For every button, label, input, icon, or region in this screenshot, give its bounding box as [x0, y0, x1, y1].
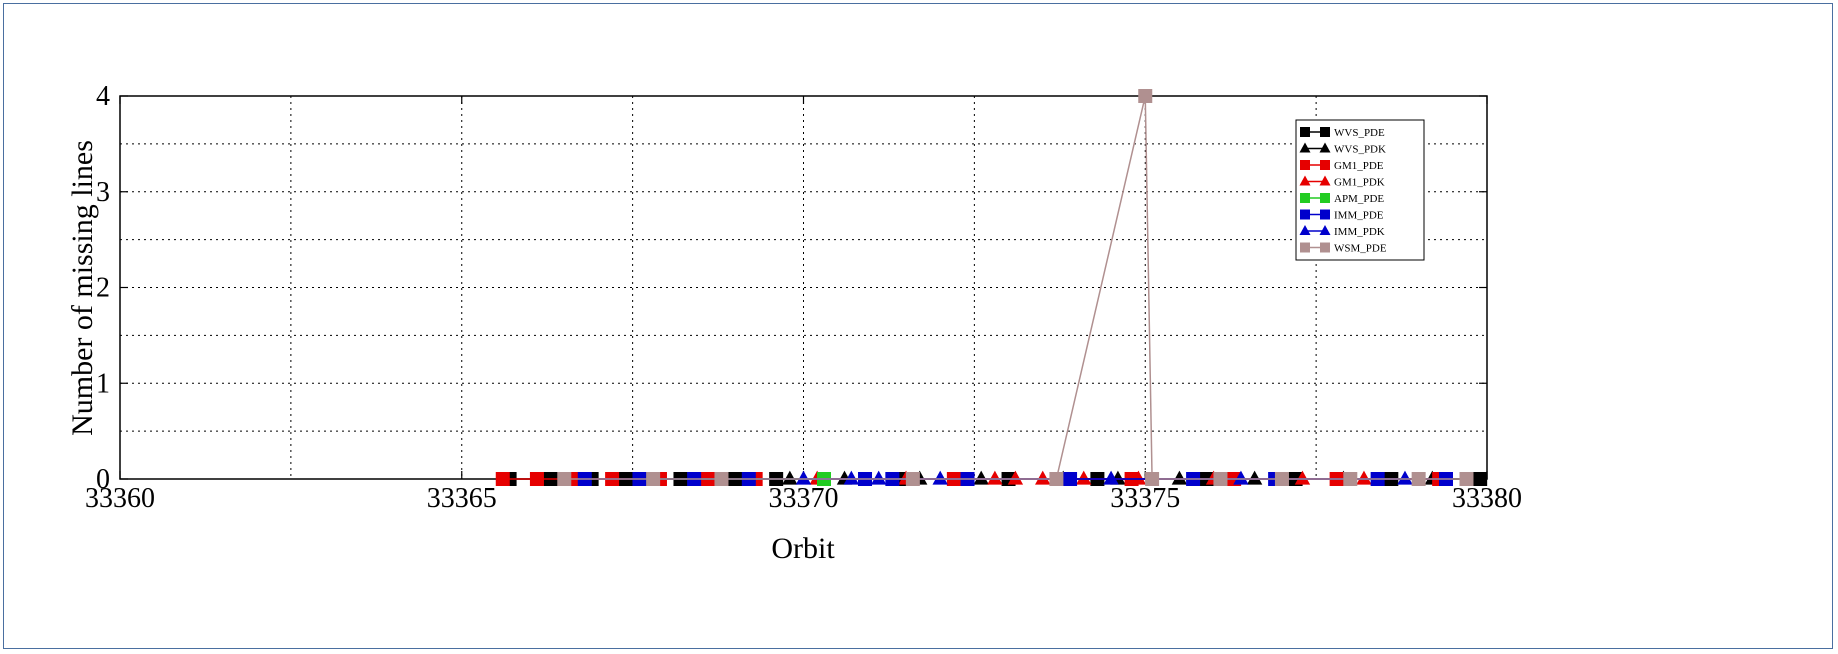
legend-marker	[1320, 127, 1330, 137]
data-point-gm1-pdk	[1007, 470, 1024, 485]
legend-marker	[1319, 225, 1331, 235]
legend-item-wvs-pde: WVS_PDE	[1300, 127, 1385, 139]
data-point-imm-pdk	[1397, 470, 1413, 485]
legend-marker	[1319, 142, 1331, 153]
legend-label: WSM_PDE	[1334, 243, 1387, 255]
y-tick-label: 3	[96, 177, 110, 208]
y-tick-label: 0	[96, 464, 110, 495]
data-point-wsm-pde	[1459, 472, 1474, 486]
data-point-gm1-pdk	[1294, 470, 1311, 485]
legend-item-gm1-pde: GM1_PDE	[1300, 160, 1384, 172]
data-point-gm1-pdk	[987, 470, 1003, 485]
legend: WVS_PDE WVS_PDK GM1_PDE GM1_PDK APM_PDE IMM_P…	[1295, 119, 1425, 261]
legend-marker	[1299, 175, 1311, 186]
x-tick-label: 33365	[427, 483, 497, 514]
data-point-wsm-pde	[646, 472, 661, 486]
legend-marker	[1320, 193, 1330, 203]
tick-labels: 33360 33365 33370 33375 33380 0 1 2 3 4	[85, 81, 1522, 514]
data-point-wsm-pde	[1213, 472, 1228, 486]
data-point-wsm-pde	[1049, 472, 1064, 486]
data-point-wvs-pdk	[973, 470, 989, 485]
data-point-wsm-pde	[557, 472, 572, 486]
data-point-wsm-pde	[1343, 472, 1358, 486]
legend-marker	[1300, 193, 1310, 203]
y-axis-label: Number of missing lines	[66, 140, 99, 436]
data-point-wsm-pde	[1411, 472, 1426, 486]
legend-marker	[1300, 160, 1310, 170]
data-point-wsm-pde	[905, 472, 920, 486]
legend-marker	[1320, 209, 1330, 220]
legend-marker	[1319, 175, 1331, 186]
data-point-gm1-pdk	[1356, 470, 1372, 485]
data-point-gm1-pdk	[1076, 470, 1092, 485]
data-point-wvs-pdk	[782, 470, 798, 485]
x-tick-label: 33375	[1110, 483, 1180, 514]
legend-marker	[1300, 127, 1310, 137]
series-layer	[495, 89, 1488, 486]
legend-label: APM_PDE	[1334, 193, 1384, 205]
data-point-wsm-pde	[1145, 472, 1160, 486]
legend-item-apm-pde: APM_PDE	[1300, 193, 1384, 205]
legend-label: GM1_PDE	[1334, 160, 1384, 172]
chart-frame	[3, 3, 1833, 649]
legend-label: WVS_PDK	[1334, 144, 1386, 156]
legend-item-gm1-pdk: GM1_PDK	[1299, 175, 1385, 189]
legend-item-wvs-pdk: WVS_PDK	[1299, 142, 1386, 156]
legend-label: IMM_PDK	[1334, 226, 1385, 238]
legend-marker	[1320, 160, 1330, 170]
data-point-imm-pdk	[1233, 470, 1249, 485]
legend-marker	[1299, 142, 1311, 153]
legend-marker	[1300, 209, 1310, 220]
data-point-wvs-pde	[1473, 472, 1488, 486]
x-tick-label: 33370	[769, 483, 839, 514]
data-point-wvs-pdk	[1171, 470, 1188, 485]
series-wsm-pde	[557, 89, 1474, 486]
data-point-gm1-pdk	[1035, 470, 1051, 485]
data-point-imm-pdk	[932, 470, 948, 485]
legend-label: IMM_PDE	[1334, 210, 1384, 222]
legend-marker	[1299, 225, 1311, 235]
x-axis-label: Orbit	[771, 532, 835, 565]
data-point-imm-pdk	[870, 470, 887, 485]
data-point-wsm-pde	[714, 472, 729, 486]
data-point-gm1-pde	[529, 472, 544, 486]
x-tick-label: 33380	[1452, 483, 1522, 514]
legend-item-wsm-pde: WSM_PDE	[1300, 242, 1387, 255]
y-tick-label: 4	[96, 81, 110, 112]
y-tick-label: 1	[96, 368, 110, 399]
data-point-wsm-pde	[1274, 472, 1289, 486]
legend-item-imm-pde: IMM_PDE	[1300, 209, 1384, 222]
y-tick-label: 2	[96, 273, 110, 304]
data-point-imm-pdk	[795, 470, 812, 485]
legend-label: WVS_PDE	[1334, 127, 1385, 139]
data-point-imm-pdk	[843, 470, 860, 485]
series-line-wsm-pde	[564, 95, 1467, 480]
legend-marker	[1320, 242, 1330, 253]
legend-box	[1295, 119, 1425, 261]
x-tick-label: 33360	[85, 483, 155, 514]
legend-marker	[1300, 242, 1310, 253]
data-point-gm1-pdk	[1130, 470, 1147, 485]
data-point-imm-pdk	[1103, 470, 1119, 485]
data-point-gm1-pde	[495, 472, 510, 486]
data-point-wvs-pdk	[1246, 470, 1263, 485]
legend-label: GM1_PDK	[1334, 177, 1385, 189]
legend-item-imm-pdk: IMM_PDK	[1299, 225, 1385, 238]
data-point-wsm-pde	[1138, 89, 1153, 103]
grid-lines	[120, 96, 1487, 479]
